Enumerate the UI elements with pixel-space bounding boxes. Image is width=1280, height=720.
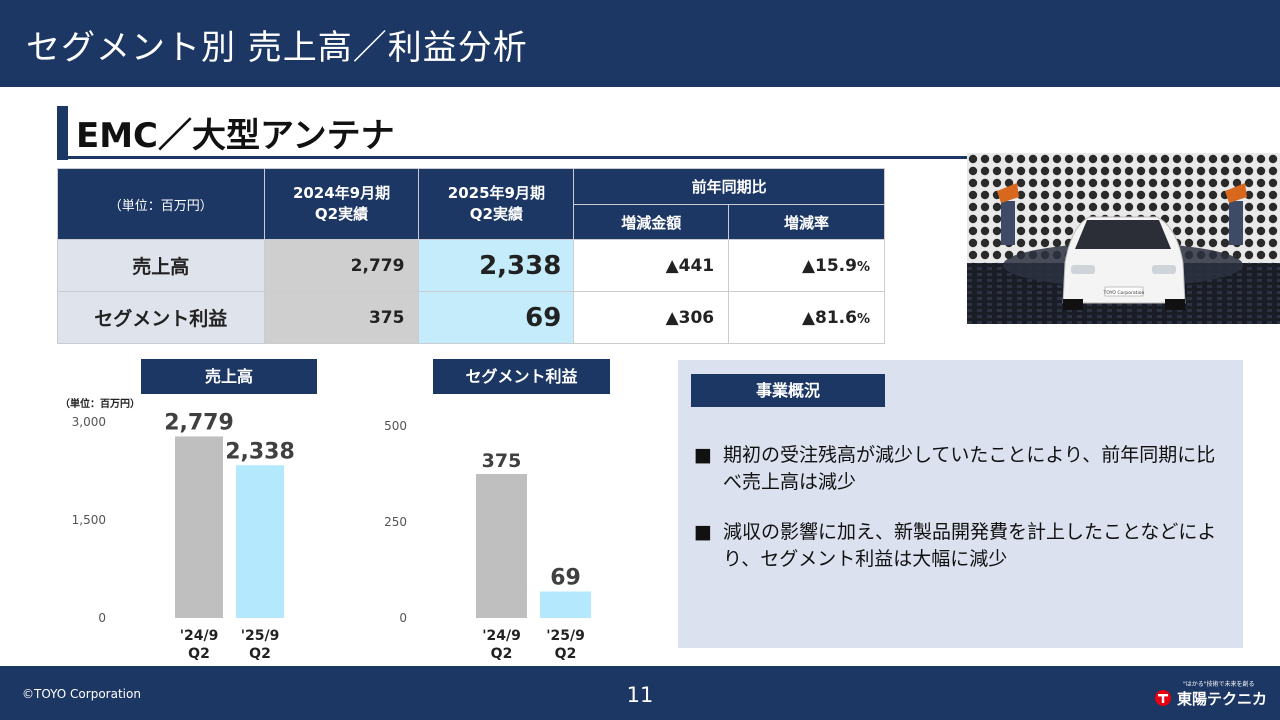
unit-header: （単位：百万円） — [57, 168, 265, 240]
results-table: （単位：百万円） 2024年9月期 Q2実績 2025年9月期 Q2実績 前年同… — [57, 168, 885, 344]
chart-title-sales: 売上高 — [141, 359, 317, 394]
x-tick-label: Q2 — [555, 646, 577, 662]
cell-diff: ▲441 — [573, 239, 730, 292]
company-logo-icon — [1155, 690, 1171, 706]
anechoic-chamber-photo: TOYO Corporation — [967, 153, 1280, 324]
header-diff: 増減金額 — [573, 204, 730, 240]
table-row: 売上高 2,779 2,338 ▲441 ▲15.9% — [57, 239, 885, 292]
cell-2024: 2,779 — [263, 239, 420, 292]
data-label: 69 — [550, 566, 581, 591]
bar — [476, 474, 527, 618]
bullet-text: 減収の影響に加え、新製品開発費を計上したことなどにより、セグメント利益は大幅に減… — [723, 521, 1217, 570]
summary-title: 事業概況 — [691, 374, 885, 407]
rate-value: ▲81.6 — [801, 307, 857, 328]
y-tick-label: 0 — [399, 611, 407, 625]
y-tick-label: 500 — [384, 419, 407, 433]
section-accent-bar — [57, 106, 68, 160]
chart-unit-label: （単位：百万円） — [60, 397, 140, 410]
logo-tagline: "はかる"技術で未来を創る — [1183, 681, 1255, 688]
data-label: 2,338 — [225, 439, 295, 464]
header-yoy: 前年同期比 — [573, 168, 885, 205]
rate-unit: % — [856, 311, 870, 327]
y-tick-label: 0 — [98, 611, 106, 625]
square-bullet-icon: ■ — [694, 444, 712, 466]
section-underline — [57, 156, 975, 159]
header-2024: 2024年9月期 Q2実績 — [263, 168, 420, 240]
x-tick-label: '24/9 — [180, 628, 219, 644]
data-label: 2,779 — [164, 410, 234, 435]
sales-bar-chart: （単位：百万円） 0 1,500 3,000 2,779 '24/9 Q2 2,338 '25/… — [60, 397, 295, 662]
y-tick-label: 250 — [384, 515, 407, 529]
profit-bar-chart: 0 250 500 375 '24/9 Q2 69 '25/9 Q2 — [384, 419, 591, 662]
cell-2024: 375 — [263, 291, 420, 344]
rate-unit: % — [856, 259, 870, 275]
y-tick-label: 1,500 — [72, 513, 106, 527]
cell-diff: ▲306 — [573, 291, 730, 344]
car-sign-text: TOYO Corporation — [1103, 290, 1145, 296]
cell-rate: ▲81.6% — [728, 291, 885, 344]
cell-2025: 69 — [418, 291, 575, 344]
cell-2025: 2,338 — [418, 239, 575, 292]
summary-bullet: ■ 期初の受注残高が減少していたことにより、前年同期に比べ売上高は減少 — [694, 442, 1224, 496]
y-tick-label: 3,000 — [72, 415, 106, 429]
x-tick-label: '25/9 — [241, 628, 280, 644]
company-logo-text: 東陽テクニカ — [1177, 690, 1268, 708]
x-tick-label: Q2 — [491, 646, 513, 662]
bar — [175, 436, 223, 618]
x-tick-label: Q2 — [188, 646, 210, 662]
table-row: セグメント利益 375 69 ▲306 ▲81.6% — [57, 291, 885, 344]
summary-bullet: ■ 減収の影響に加え、新製品開発費を計上したことなどにより、セグメント利益は大幅… — [694, 519, 1224, 573]
cell-rate: ▲15.9% — [728, 239, 885, 292]
page-number: 11 — [626, 683, 654, 707]
business-summary-panel — [678, 360, 1243, 648]
page-title: セグメント別 売上高／利益分析 — [26, 28, 528, 68]
row-label: セグメント利益 — [57, 291, 265, 344]
bullet-text: 期初の受注残高が減少していたことにより、前年同期に比べ売上高は減少 — [723, 444, 1216, 493]
row-label: 売上高 — [57, 239, 265, 292]
rate-value: ▲15.9 — [801, 255, 857, 276]
x-tick-label: '25/9 — [546, 628, 585, 644]
x-tick-label: Q2 — [249, 646, 271, 662]
bar — [540, 591, 591, 618]
copyright-text: ©TOYO Corporation — [22, 687, 141, 701]
header-2025: 2025年9月期 Q2実績 — [418, 168, 575, 240]
data-label: 375 — [482, 450, 522, 472]
square-bullet-icon: ■ — [694, 521, 712, 543]
x-tick-label: '24/9 — [482, 628, 521, 644]
header-rate: 増減率 — [728, 204, 885, 240]
bar — [236, 465, 284, 618]
chart-title-profit: セグメント利益 — [433, 359, 610, 394]
footer-bar — [0, 666, 1280, 720]
title-bar: セグメント別 売上高／利益分析 — [0, 0, 1280, 87]
section-title: EMC／大型アンテナ — [76, 116, 395, 156]
